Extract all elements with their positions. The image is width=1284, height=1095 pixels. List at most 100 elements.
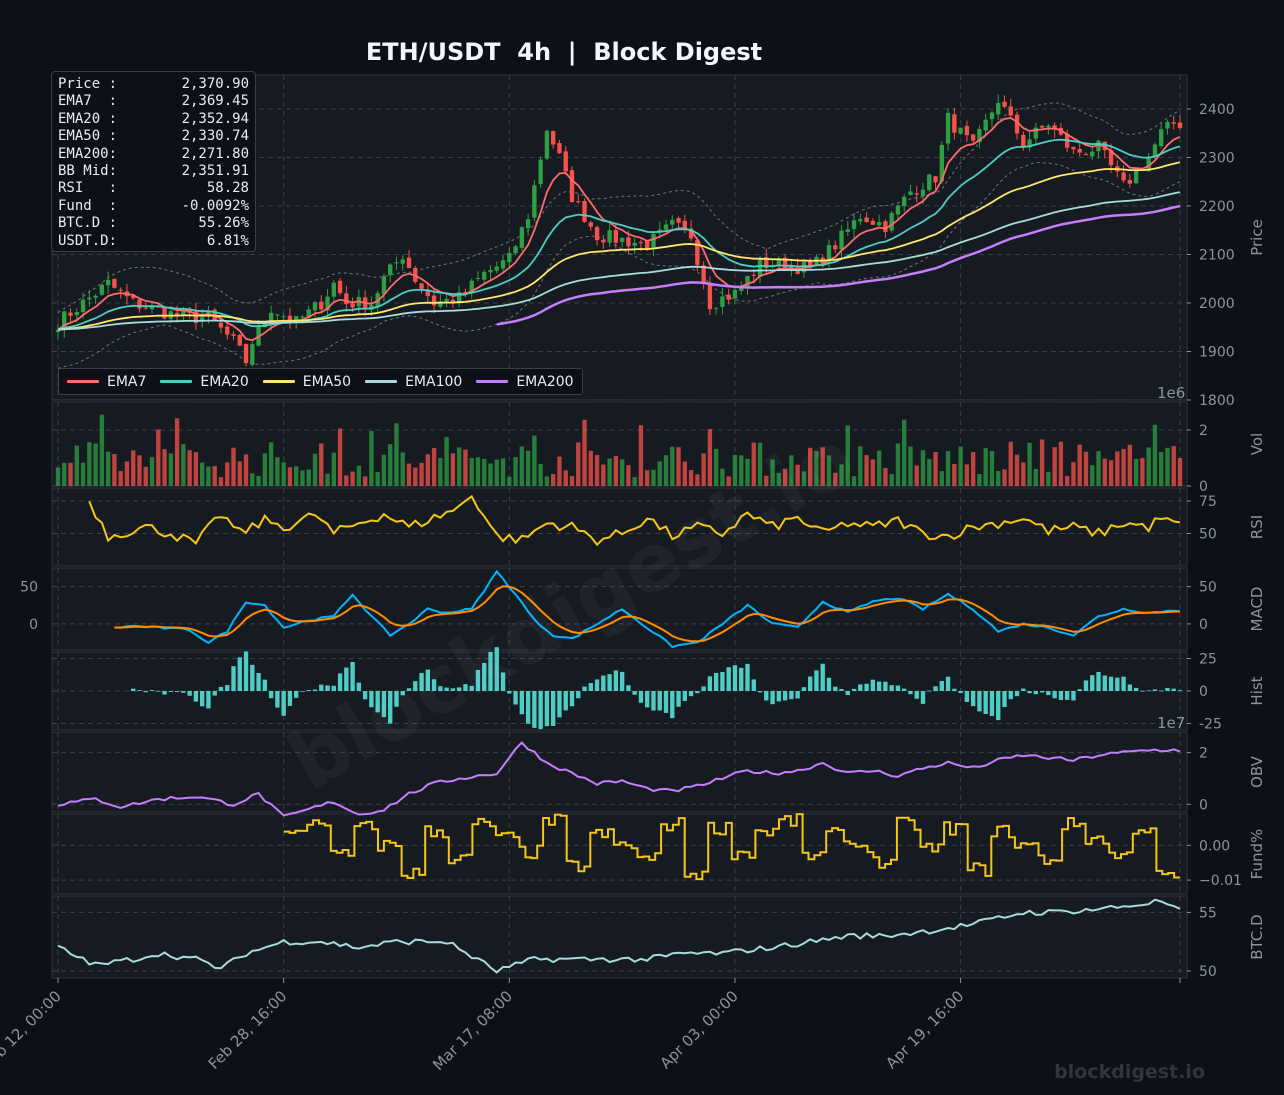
volume-bar xyxy=(707,429,713,486)
hist-bar xyxy=(632,691,637,695)
hist-bar xyxy=(638,691,644,703)
volume-bar xyxy=(770,459,775,486)
candle-body xyxy=(1002,101,1007,107)
volume-bar xyxy=(983,448,988,486)
volume-bar xyxy=(513,457,518,486)
volume-bar xyxy=(695,474,700,486)
candle-body xyxy=(275,314,280,316)
volume-bar xyxy=(300,470,305,486)
volume-bar xyxy=(952,464,957,486)
volume-bar xyxy=(1115,451,1120,486)
y-tick-label: 50 xyxy=(1199,580,1217,596)
volume-bar xyxy=(463,449,468,486)
candle-body xyxy=(488,270,493,273)
hist-bar xyxy=(814,670,819,691)
volume-bar xyxy=(720,468,725,486)
info-row: EMA20 : 2,352.94 xyxy=(58,111,249,128)
volume-bar xyxy=(168,453,174,486)
volume-bar xyxy=(406,463,412,486)
volume-bar xyxy=(375,472,380,486)
y-tick-label: 2 xyxy=(1199,746,1208,762)
hist-bar xyxy=(864,683,869,691)
candle-body xyxy=(419,283,424,289)
volume-bar xyxy=(739,455,744,486)
hist-bar xyxy=(1165,687,1170,691)
hist-bar xyxy=(369,691,374,708)
hist-bar xyxy=(212,691,217,696)
y-tick-label: 55 xyxy=(1199,905,1217,921)
hist-bar xyxy=(1140,690,1145,692)
volume-bar xyxy=(1171,446,1176,486)
volume-bar xyxy=(569,476,575,486)
candle-body xyxy=(181,311,186,316)
volume-bar xyxy=(187,450,192,486)
volume-bar xyxy=(262,453,268,486)
candle-body xyxy=(74,312,79,316)
y-tick-label-left: 50 xyxy=(20,580,38,596)
hist-bar xyxy=(1115,677,1120,691)
volume-bar xyxy=(325,473,330,486)
hist-bar xyxy=(682,691,687,701)
volume-bar xyxy=(80,462,86,486)
volume-bar xyxy=(212,466,217,486)
hist-bar xyxy=(475,669,481,691)
hist-bar xyxy=(331,685,336,691)
volume-bar xyxy=(469,458,474,486)
hist-bar xyxy=(757,691,763,693)
candle-body xyxy=(243,344,249,364)
volume-bar xyxy=(751,442,756,486)
legend-item: EMA100 xyxy=(365,374,462,390)
volume-bar xyxy=(1146,447,1151,486)
candle-body xyxy=(475,277,481,279)
volume-bar xyxy=(889,474,894,486)
volume-bar xyxy=(388,444,393,486)
candle-body xyxy=(294,316,299,321)
hist-bar xyxy=(726,667,731,691)
hist-bar xyxy=(582,686,587,691)
legend-swatch xyxy=(476,380,509,383)
volume-bar xyxy=(500,458,506,486)
hist-bar xyxy=(1033,691,1039,695)
volume-bar xyxy=(243,454,249,486)
hist-bar xyxy=(1102,675,1107,691)
info-label: Price : xyxy=(58,76,118,92)
candle-body xyxy=(889,212,894,231)
info-value: 55.26% xyxy=(198,215,249,232)
hist-bar xyxy=(670,691,675,719)
hist-bar xyxy=(870,679,876,691)
hist-bar xyxy=(1002,691,1007,708)
hist-bar xyxy=(149,690,155,691)
candle-body xyxy=(845,229,850,232)
hist-bar xyxy=(933,686,938,691)
hist-bar xyxy=(563,691,568,711)
hist-bar xyxy=(1083,680,1089,691)
volume-bar xyxy=(1027,442,1032,486)
ema200-line xyxy=(496,204,1181,326)
obv-line xyxy=(57,741,1181,817)
volume-bar xyxy=(682,461,687,486)
volume-bar xyxy=(958,446,963,486)
volume-bar xyxy=(1033,469,1039,486)
y-tick-label: 2100 xyxy=(1199,247,1235,263)
candle-body xyxy=(250,344,255,365)
hist-bar xyxy=(400,691,405,696)
hist-bar xyxy=(225,685,230,691)
volume-bar xyxy=(507,476,512,486)
volume-bar xyxy=(870,459,876,486)
candle-body xyxy=(444,298,449,303)
volume-bar xyxy=(438,458,443,486)
candle-body xyxy=(782,257,788,270)
volume-bar xyxy=(701,453,706,486)
volume-bar xyxy=(105,451,111,486)
hist-bar xyxy=(826,677,832,691)
ema100-line xyxy=(57,191,1181,331)
volume-bar xyxy=(1014,454,1020,486)
candle-body xyxy=(607,230,612,243)
volume-bar xyxy=(826,455,832,486)
volume-bar xyxy=(1152,424,1158,486)
candle-body xyxy=(319,301,324,310)
info-value: 58.28 xyxy=(206,180,249,197)
volume-bar xyxy=(356,465,362,486)
candle-body xyxy=(883,221,888,232)
volume-bar xyxy=(93,443,98,486)
